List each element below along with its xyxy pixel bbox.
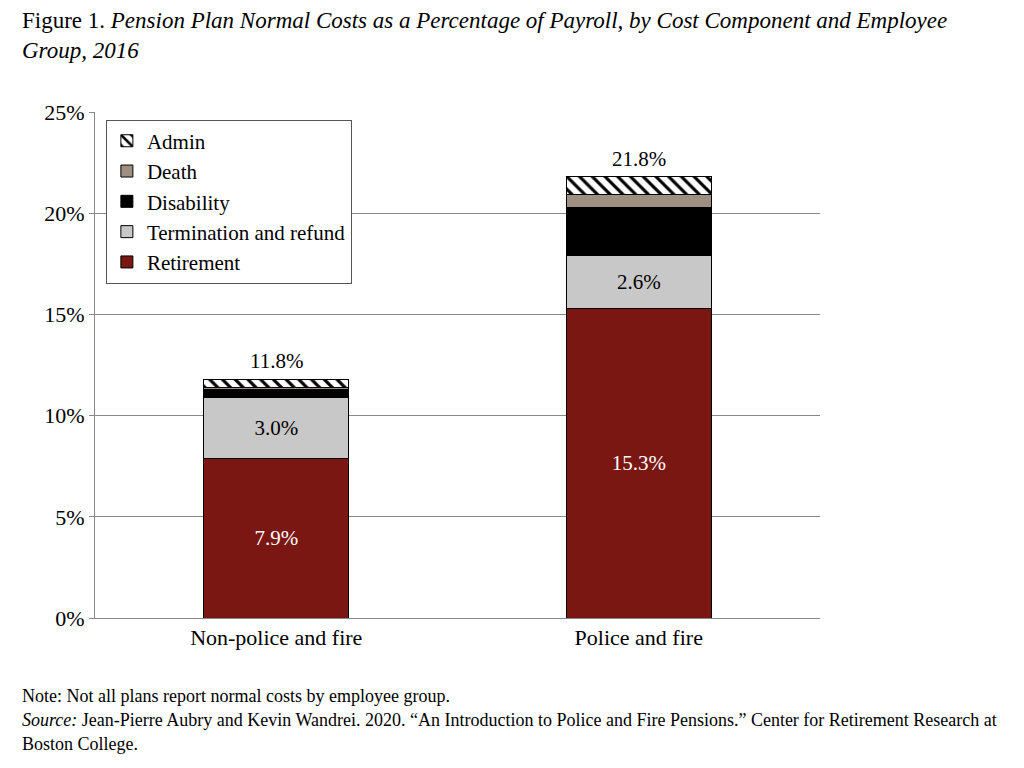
svg-text:Admin: Admin — [147, 130, 206, 154]
html-text:Figure 1. Pension Plan Normal: Figure 1. Pension Plan Normal Costs as a… — [22, 8, 948, 63]
svg-text:2.6%: 2.6% — [617, 270, 661, 294]
svg-text:0%: 0% — [55, 606, 84, 631]
svg-text:Retirement: Retirement — [147, 251, 240, 275]
svg-text:21.8%: 21.8% — [612, 147, 666, 171]
svg-text:Termination and refund: Termination and refund — [147, 221, 345, 245]
svg-text:15.3%: 15.3% — [612, 451, 666, 475]
svg-text:Police and fire: Police and fire — [575, 625, 703, 650]
svg-text:10%: 10% — [44, 403, 84, 428]
svg-text:11.8%: 11.8% — [250, 349, 303, 373]
svg-text:25%: 25% — [44, 100, 84, 125]
html-text:Note: Not all plans report nor: Note: Not all plans report normal costs … — [22, 686, 450, 706]
svg-text:20%: 20% — [44, 201, 84, 226]
svg-text:3.0%: 3.0% — [254, 416, 298, 440]
html-text:Source: Jean-Pierre Aubry and: Source: Jean-Pierre Aubry and Kevin Wand… — [22, 710, 997, 754]
svg-text:Death: Death — [147, 160, 198, 184]
svg-text:Non-police and fire: Non-police and fire — [190, 625, 362, 650]
svg-text:5%: 5% — [55, 505, 84, 530]
svg-text:15%: 15% — [44, 302, 84, 327]
svg-text:Disability: Disability — [147, 191, 230, 215]
svg-text:7.9%: 7.9% — [254, 526, 298, 550]
